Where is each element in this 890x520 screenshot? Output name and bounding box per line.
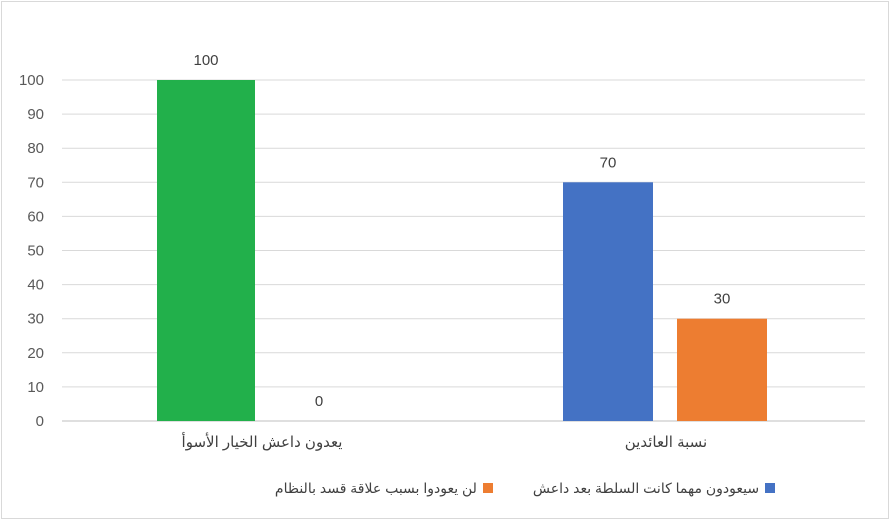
bar-0 — [157, 80, 255, 421]
y-tick-label: 80 — [27, 140, 44, 157]
y-tick-label: 40 — [27, 277, 44, 294]
y-tick-label: 60 — [27, 208, 44, 225]
legend-swatch-orange — [482, 483, 493, 493]
y-tick-label: 10 — [27, 379, 44, 396]
legend-item-orange: لن يعودوا بسبب علاقة قسد بالنظام — [275, 480, 493, 497]
x-category-label: يعدون داعش الخيار الأسوأ — [182, 432, 343, 451]
bar-2 — [563, 182, 653, 421]
x-category-label: نسبة العائدين — [625, 434, 707, 451]
data-label: 0 — [315, 393, 323, 410]
y-tick-label: 0 — [36, 413, 44, 430]
legend-label-blue: سيعودون مهما كانت السلطة بعد داعش — [532, 479, 760, 496]
legend-label-orange: لن يعودوا بسبب علاقة قسد بالنظام — [274, 479, 477, 496]
bar-3 — [677, 318, 767, 421]
legend-swatch-blue — [765, 483, 776, 493]
y-tick-label: 20 — [27, 345, 44, 362]
bar-chart: 0 10 20 30 40 50 60 70 80 90 100 100 0 70 30 يعدون داعش… — [19, 52, 865, 451]
legend-item-blue: سيعودون مهما كانت السلطة بعد داعش — [532, 479, 776, 497]
data-label: 100 — [193, 52, 218, 69]
legend: سيعودون مهما كانت السلطة بعد داعش لن يعو… — [255, 478, 795, 498]
data-label: 30 — [714, 291, 731, 308]
y-tick-label: 70 — [27, 174, 44, 191]
y-tick-label: 90 — [27, 106, 44, 123]
y-tick-label: 50 — [27, 243, 44, 260]
y-tick-label: 30 — [27, 311, 44, 328]
data-label: 70 — [600, 154, 617, 171]
y-tick-label: 100 — [19, 72, 44, 89]
